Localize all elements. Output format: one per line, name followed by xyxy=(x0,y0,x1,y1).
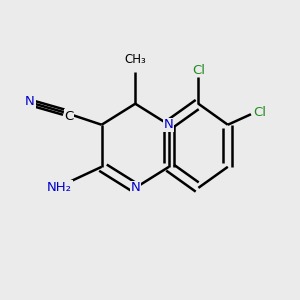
Text: NH₂: NH₂ xyxy=(47,182,72,194)
Text: C: C xyxy=(64,110,74,123)
Text: Cl: Cl xyxy=(253,106,266,118)
Text: Cl: Cl xyxy=(192,64,205,76)
Text: N: N xyxy=(164,118,174,131)
Text: N: N xyxy=(130,182,140,194)
Text: N: N xyxy=(25,95,35,108)
Text: CH₃: CH₃ xyxy=(124,53,146,66)
